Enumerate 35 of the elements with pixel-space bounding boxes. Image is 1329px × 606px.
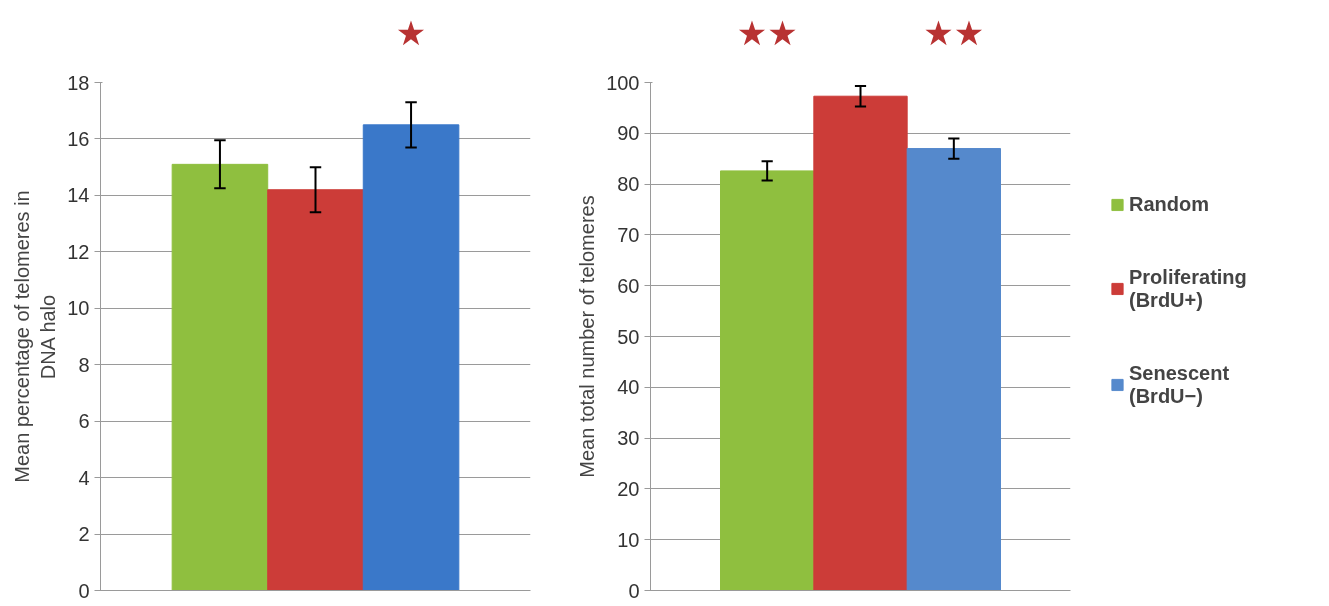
y-tick-label: 80 — [617, 173, 640, 196]
text: ★★ — [923, 13, 985, 53]
y-tick-label: 4 — [78, 466, 90, 489]
y-tick-label: 6 — [78, 410, 90, 433]
y-axis-title: Mean percentage of telomeres in DNA halo — [10, 190, 60, 483]
bar — [906, 148, 1001, 591]
y-tick-label: 2 — [78, 523, 90, 546]
legend-label: Senescent (BrdU−) — [1129, 361, 1230, 408]
legend-label: Random — [1129, 192, 1209, 216]
bar — [171, 163, 269, 591]
y-tick-label: 10 — [67, 297, 90, 320]
y-tick-label: 100 — [606, 71, 640, 94]
y-tick-label: 20 — [617, 477, 640, 500]
y-tick-label: 30 — [617, 427, 640, 450]
y-tick-label: 16 — [67, 127, 90, 150]
y-tick-label: 50 — [617, 325, 640, 348]
y-tick-label: 8 — [78, 353, 90, 376]
y-tick-label: 12 — [67, 240, 90, 263]
text: ★★ — [736, 13, 798, 53]
y-tick-label: 70 — [617, 223, 640, 246]
bar — [362, 124, 460, 591]
y-tick-label: 10 — [617, 528, 640, 551]
y-tick-label: 40 — [617, 376, 640, 399]
y-tick-label: 18 — [67, 71, 90, 94]
y-tick-label: 60 — [617, 274, 640, 297]
y-axis-title: Mean total number of telomeres — [576, 195, 599, 478]
y-tick-label: 90 — [617, 122, 640, 145]
y-tick-label: 0 — [628, 579, 640, 602]
bar — [720, 170, 815, 591]
bar — [267, 189, 364, 591]
legend-label: Proliferating (BrdU+) — [1129, 265, 1247, 312]
text: ★ — [395, 13, 427, 53]
bar — [813, 95, 908, 591]
y-tick-label: 0 — [78, 579, 90, 602]
y-tick-label: 14 — [67, 184, 90, 207]
